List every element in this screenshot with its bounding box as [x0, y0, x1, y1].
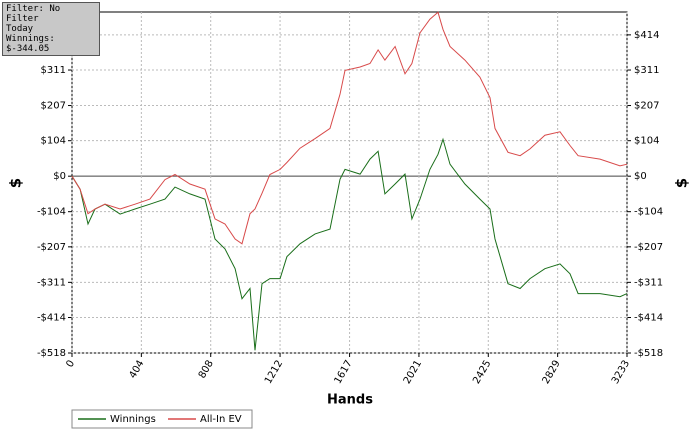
y-axis-label: $ — [7, 178, 25, 188]
x-tick-label: 2829 — [541, 359, 563, 387]
x-tick-label: 2425 — [471, 359, 493, 387]
y-tick-label: $104 — [41, 136, 66, 147]
series-line — [71, 11, 628, 245]
y2-tick-label: -$207 — [634, 242, 663, 253]
y2-tick-label: $207 — [634, 101, 659, 112]
series-line — [71, 137, 628, 351]
x-axis-label: Hands — [327, 393, 373, 408]
y-tick-label: -$311 — [37, 277, 66, 288]
legend-label: Winnings — [110, 414, 156, 425]
y2-tick-label: $0 — [634, 171, 647, 182]
x-tick-label: 0 — [64, 359, 77, 370]
y2-tick-label: $104 — [634, 136, 659, 147]
y2-tick-label: $414 — [634, 30, 659, 41]
y2-tick-label: -$311 — [634, 277, 663, 288]
x-tick-label: 1212 — [263, 359, 285, 387]
info-box: Filter: No Filter Today Winnings: $-344.… — [2, 2, 100, 56]
x-tick-label: 404 — [127, 359, 146, 381]
y-tick-label: $207 — [41, 101, 66, 112]
y-tick-label: $0 — [53, 171, 66, 182]
y2-tick-label: -$104 — [634, 207, 663, 218]
y-tick-label: $311 — [41, 65, 66, 76]
x-tick-label: 1617 — [333, 359, 355, 387]
legend-label: All-In EV — [200, 414, 242, 425]
y2-tick-label: -$414 — [634, 313, 663, 324]
y2-tick-label: -$518 — [634, 348, 663, 359]
y-tick-label: -$518 — [37, 348, 66, 359]
x-tick-label: 2021 — [402, 359, 424, 387]
y-tick-label: -$207 — [37, 242, 66, 253]
x-tick-label: 3233 — [610, 359, 632, 387]
x-tick-label: 808 — [197, 359, 216, 381]
info-line: Today — [6, 24, 34, 34]
legend-box — [71, 409, 253, 429]
y2-tick-label: $311 — [634, 65, 659, 76]
y-tick-label: -$414 — [37, 313, 66, 324]
y-tick-label: -$104 — [37, 207, 66, 218]
y2-axis-label: $ — [673, 178, 691, 188]
info-line: Filter: No Filter — [6, 4, 61, 24]
info-line: Winnings: $-344.05 — [6, 34, 55, 54]
